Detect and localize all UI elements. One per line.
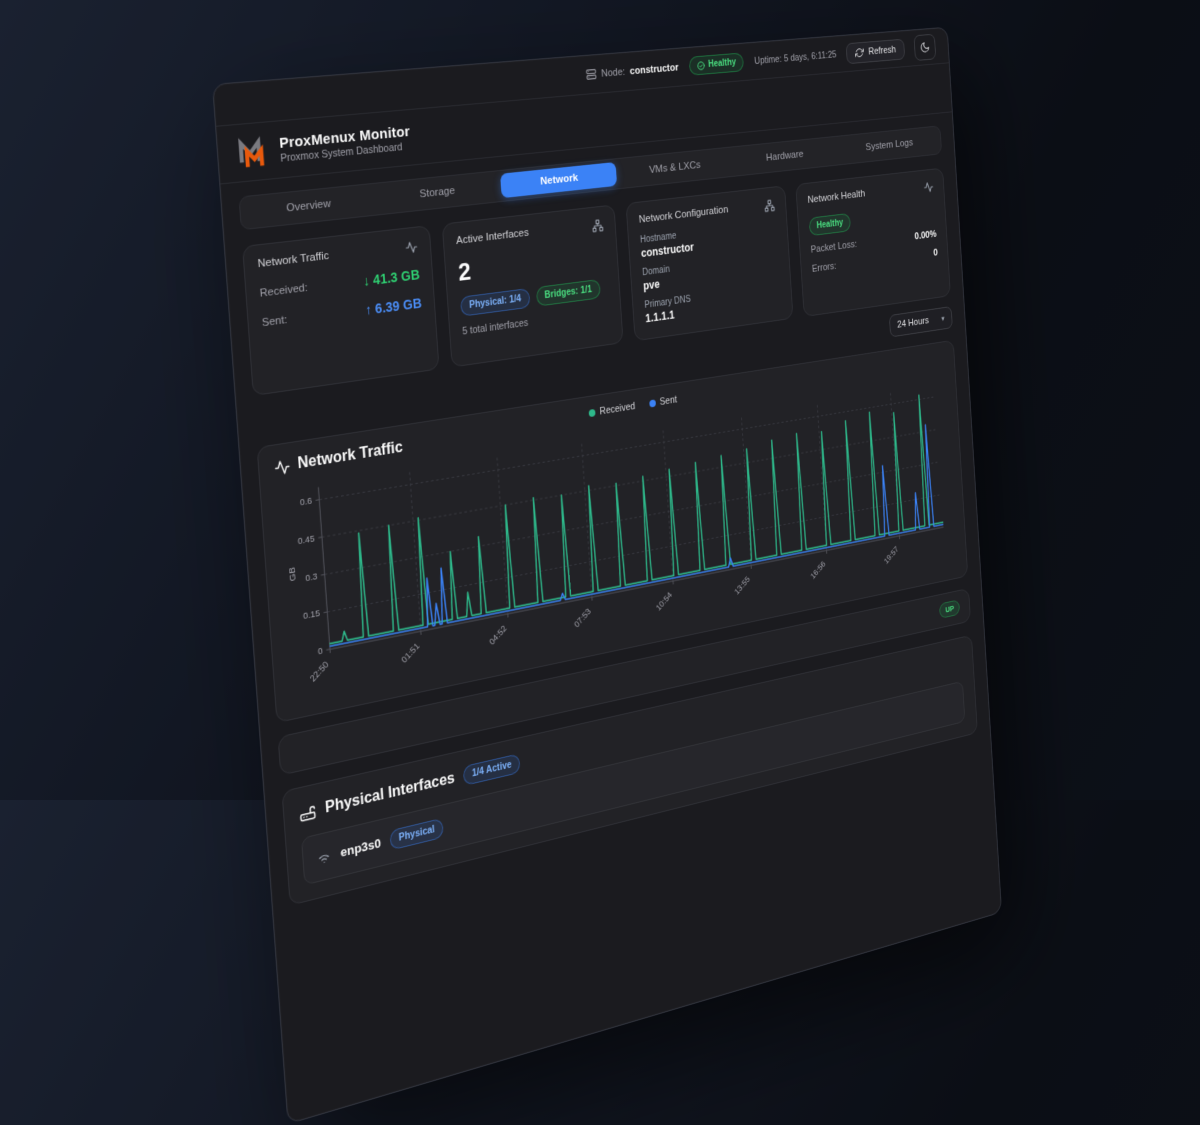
router-icon [299,802,317,823]
node-label: Node: [601,66,626,79]
bridges-count-badge: Bridges: 1/1 [536,279,601,307]
network-traffic-chart: 0 0.15 0.3 0.45 0.6 GB 22:50 01:51 04:52 07:53 10:… [275,374,955,709]
svg-text:01:51: 01:51 [400,641,421,664]
time-range-value: 24 Hours [897,315,929,330]
activity-icon [923,181,934,194]
tab-overview[interactable]: Overview [243,187,373,226]
network-configuration-card: Network Configuration Hostname construct… [626,185,794,341]
svg-text:GB: GB [287,566,298,582]
svg-text:0.6: 0.6 [300,496,313,508]
activity-icon [405,240,418,255]
packet-loss-value: 0.00% [914,229,936,242]
health-status-badge: Healthy [689,52,744,75]
svg-text:16:56: 16:56 [809,559,827,580]
svg-text:0.15: 0.15 [303,608,321,621]
svg-text:04:52: 04:52 [488,624,509,647]
page-background: Node: constructor Healthy Uptime: 5 days… [0,0,1200,800]
network-traffic-card: Network Traffic Received: ↓ 41.3 GB Sent… [242,225,439,396]
wifi-icon [316,847,332,866]
active-interfaces-card-title: Active Interfaces [456,227,529,247]
moon-icon [920,41,931,54]
tab-vms-lxcs[interactable]: VMs & LXCs [619,150,730,185]
active-interfaces-card: Active Interfaces 2 Physical: 1/4 Bridge… [442,204,624,367]
tab-system-logs[interactable]: System Logs [839,129,940,162]
svg-text:10:54: 10:54 [654,590,673,612]
network-traffic-card-title: Network Traffic [257,250,329,270]
proxmenux-logo [234,135,270,170]
refresh-icon [855,47,864,58]
uptime-text: Uptime: 5 days, 6:11:25 [754,49,837,66]
check-circle-icon [697,61,705,71]
sent-label: Sent: [262,314,288,329]
network-health-card-title: Network Health [807,189,865,206]
activity-icon [274,457,291,476]
node-value: constructor [629,62,678,77]
server-icon [585,68,596,81]
dashboard-window: Node: constructor Healthy Uptime: 5 days… [212,27,1002,1125]
received-value: ↓ 41.3 GB [363,267,420,289]
network-icon [592,219,604,233]
up-status-badge: UP [939,599,960,618]
interface-name: enp3s0 [340,836,382,860]
tab-storage[interactable]: Storage [375,174,498,211]
sent-value: ↑ 6.39 GB [365,295,422,318]
svg-text:0: 0 [318,646,324,657]
svg-text:13:55: 13:55 [733,575,752,597]
network-configuration-card-title: Network Configuration [638,204,728,225]
received-label: Received: [259,282,308,300]
errors-label: Errors: [812,261,837,275]
tab-hardware[interactable]: Hardware [731,139,837,173]
chevron-down-icon: ▾ [941,314,945,324]
physical-count-badge: Physical: 1/4 [460,288,530,317]
interface-type-badge: Physical [389,818,444,851]
tab-network[interactable]: Network [500,162,617,198]
svg-text:22:50: 22:50 [308,660,330,684]
network-health-card: Network Health Healthy Packet Loss: 0.00… [795,168,950,317]
physical-active-badge: 1/4 Active [463,753,521,786]
theme-toggle-button[interactable] [914,33,937,60]
packet-loss-label: Packet Loss: [810,239,857,255]
svg-text:0.45: 0.45 [297,533,315,546]
errors-value: 0 [933,248,938,259]
network-health-badge: Healthy [809,213,851,236]
svg-text:0.3: 0.3 [305,571,318,583]
refresh-button[interactable]: Refresh [846,38,905,63]
network-tree-icon [764,199,775,213]
svg-text:19:57: 19:57 [883,545,900,566]
node-indicator: Node: constructor [585,61,679,80]
time-range-select[interactable]: 24 Hours ▾ [889,306,953,337]
svg-text:07:53: 07:53 [573,607,593,630]
